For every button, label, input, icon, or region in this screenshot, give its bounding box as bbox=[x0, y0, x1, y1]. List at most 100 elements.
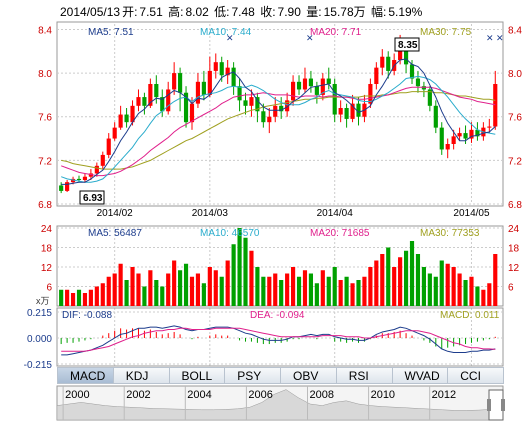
price-tick-right: 7.2 bbox=[508, 156, 522, 167]
volume-bar bbox=[469, 276, 474, 306]
ma5-line bbox=[61, 58, 496, 185]
candle-body bbox=[291, 81, 296, 101]
volume-tick-right: 12 bbox=[508, 263, 520, 274]
tab-obv[interactable]: OBV bbox=[280, 367, 337, 384]
timeline-handle-left[interactable] bbox=[487, 399, 491, 411]
volume-bar bbox=[374, 260, 379, 306]
candle-body bbox=[160, 97, 165, 112]
vol-ma20-label: MA20: 71685 bbox=[310, 228, 370, 239]
volume-bar bbox=[178, 270, 183, 306]
vol-ma30-label: MA30: 77353 bbox=[420, 228, 480, 239]
price-tick-right: 8.0 bbox=[508, 69, 522, 80]
volume-bar bbox=[457, 273, 462, 306]
candle-body bbox=[398, 45, 403, 60]
star-icon: ✕ bbox=[496, 33, 504, 43]
price-tick-right: 6.8 bbox=[508, 200, 522, 211]
candle-body bbox=[451, 136, 456, 144]
tab-psy[interactable]: PSY bbox=[224, 367, 281, 384]
open-value: 7.51 bbox=[139, 5, 163, 19]
price-tick-left: 6.8 bbox=[38, 200, 52, 211]
candle-body bbox=[386, 56, 391, 71]
star-icon: ✕ bbox=[306, 33, 314, 43]
candle-body bbox=[445, 144, 450, 150]
volume-bar bbox=[481, 289, 486, 306]
volume-bar bbox=[421, 267, 426, 306]
candle-body bbox=[65, 182, 70, 191]
timeline-year-label: 2006 bbox=[248, 389, 272, 401]
candle-body bbox=[166, 89, 171, 112]
timeline-year-label: 2012 bbox=[432, 389, 456, 401]
price-x-ticks: 2014/02 2014/03 2014/04 2014/05 bbox=[97, 208, 490, 219]
candle-body bbox=[189, 103, 195, 123]
volume-unit: x万 bbox=[36, 296, 50, 306]
volume-bar bbox=[88, 289, 93, 306]
candle-body bbox=[487, 126, 492, 128]
volume-bar bbox=[100, 283, 105, 306]
ma10-label: MA10: 7.44 bbox=[200, 27, 252, 38]
timeline-handle-right[interactable] bbox=[501, 399, 505, 411]
volume-bar bbox=[350, 283, 355, 306]
candle-body bbox=[267, 116, 272, 123]
volume-bar bbox=[398, 257, 403, 306]
candle-body bbox=[403, 45, 409, 65]
volume-bar bbox=[59, 289, 64, 306]
volume-bar bbox=[445, 263, 450, 306]
star-icon: ✕ bbox=[486, 33, 494, 43]
candle-body bbox=[469, 129, 474, 139]
volume-bar bbox=[94, 286, 99, 306]
volume-bar bbox=[403, 250, 409, 306]
volume-label: 量: bbox=[306, 5, 322, 19]
tab-macd[interactable]: MACD bbox=[57, 367, 114, 384]
candle-body bbox=[213, 62, 218, 71]
tab-cci[interactable]: CCI bbox=[447, 367, 504, 384]
volume-bar bbox=[332, 267, 337, 306]
tab-wvad[interactable]: WVAD bbox=[391, 367, 449, 384]
candle-body bbox=[338, 108, 343, 115]
volume-bar bbox=[487, 283, 492, 306]
macd-panel-frame bbox=[56, 307, 504, 367]
price-tick-left: 8.0 bbox=[38, 69, 52, 80]
high-value: 8.02 bbox=[185, 5, 209, 19]
volume-bar bbox=[475, 286, 480, 306]
candle-body bbox=[219, 62, 224, 76]
volume-bar bbox=[415, 254, 421, 306]
candle-body bbox=[76, 178, 82, 180]
candle-body bbox=[279, 105, 284, 112]
candle-body bbox=[88, 173, 93, 177]
tab-boll[interactable]: BOLL bbox=[168, 367, 226, 384]
volume-bar bbox=[279, 280, 284, 306]
volume-bar bbox=[273, 273, 278, 306]
volume-bars[interactable] bbox=[59, 228, 498, 306]
volume-bar bbox=[463, 280, 468, 306]
close-label: 收: bbox=[260, 5, 276, 19]
change-value: 5.19% bbox=[388, 5, 423, 19]
candle-body bbox=[302, 78, 308, 90]
macd-y-ticks: 0.215 0.000 -0.215 bbox=[24, 308, 53, 371]
volume-bar bbox=[261, 276, 266, 306]
volume-bar bbox=[380, 254, 385, 306]
volume-bar bbox=[166, 273, 171, 306]
volume-bar bbox=[82, 293, 88, 306]
tab-kdj[interactable]: KDJ bbox=[112, 367, 170, 384]
volume-tick-left: 18 bbox=[41, 244, 53, 255]
candle-body bbox=[261, 111, 266, 123]
price-tick-right: 7.6 bbox=[508, 113, 522, 124]
price-moving-averages bbox=[61, 58, 496, 185]
candle-body bbox=[59, 185, 64, 191]
macd-tick: 0.000 bbox=[27, 334, 52, 345]
ma20-label: MA20: 7.71 bbox=[310, 27, 362, 38]
volume-bar bbox=[207, 267, 212, 306]
candle-body bbox=[183, 92, 189, 123]
price-candles[interactable] bbox=[59, 34, 498, 194]
high-marker: 8.35 bbox=[394, 37, 420, 52]
timeline-year-label: 2004 bbox=[187, 389, 211, 401]
volume-bar bbox=[112, 273, 117, 306]
candle-body bbox=[112, 127, 117, 139]
vol-ma5-label: MA5: 56487 bbox=[88, 228, 142, 239]
volume-bar bbox=[267, 276, 272, 306]
tab-rsi[interactable]: RSI bbox=[335, 367, 393, 384]
volume-bar bbox=[118, 263, 123, 306]
timeline-window[interactable] bbox=[488, 389, 504, 421]
candle-body bbox=[154, 84, 159, 98]
